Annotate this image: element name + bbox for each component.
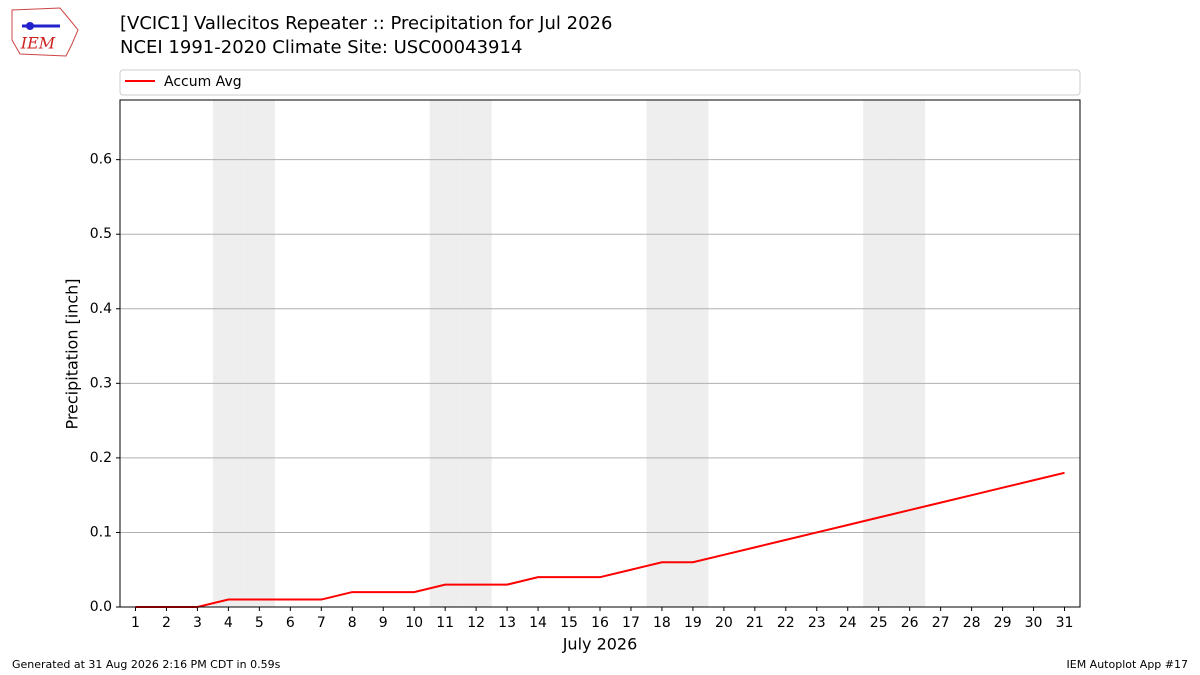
x-tick-label: 21 <box>746 615 764 631</box>
y-tick-label: 0.5 <box>90 226 112 242</box>
x-tick-label: 6 <box>286 615 295 631</box>
logo-text: IEM <box>20 34 56 53</box>
x-tick-label: 23 <box>808 615 826 631</box>
x-tick-label: 9 <box>379 615 388 631</box>
x-tick-label: 15 <box>560 615 578 631</box>
weekend-shade <box>677 100 709 607</box>
y-axis-label: Precipitation [inch] <box>63 278 82 429</box>
x-tick-label: 10 <box>405 615 423 631</box>
x-tick-label: 19 <box>684 615 702 631</box>
x-tick-label: 28 <box>963 615 981 631</box>
y-tick-label: 0.2 <box>90 450 112 466</box>
x-tick-label: 31 <box>1056 615 1074 631</box>
x-tick-label: 7 <box>317 615 326 631</box>
chart-subtitle: NCEI 1991-2020 Climate Site: USC00043914 <box>120 37 522 58</box>
x-tick-label: 11 <box>436 615 454 631</box>
weekend-shade <box>429 100 461 607</box>
weekend-shade <box>863 100 895 607</box>
x-tick-label: 8 <box>348 615 357 631</box>
weekend-shade <box>894 100 926 607</box>
x-tick-label: 20 <box>715 615 733 631</box>
x-tick-label: 12 <box>467 615 485 631</box>
x-tick-label: 29 <box>994 615 1012 631</box>
y-tick-label: 0.4 <box>90 301 112 317</box>
x-tick-label: 17 <box>622 615 640 631</box>
x-tick-label: 26 <box>901 615 919 631</box>
y-tick-label: 0.3 <box>90 375 112 391</box>
x-tick-label: 22 <box>777 615 795 631</box>
weekend-shade <box>646 100 678 607</box>
footer-right: IEM Autoplot App #17 <box>1067 658 1189 671</box>
legend-box <box>119 69 1081 96</box>
x-tick-label: 13 <box>498 615 516 631</box>
x-tick-label: 3 <box>193 615 202 631</box>
weekend-shade <box>243 100 275 607</box>
footer-left: Generated at 31 Aug 2026 2:16 PM CDT in … <box>12 658 281 671</box>
x-axis-label: July 2026 <box>562 635 638 654</box>
x-tick-label: 5 <box>255 615 264 631</box>
x-tick-label: 1 <box>131 615 140 631</box>
x-tick-label: 16 <box>591 615 609 631</box>
x-tick-label: 2 <box>162 615 171 631</box>
x-tick-label: 30 <box>1025 615 1043 631</box>
x-tick-label: 25 <box>870 615 888 631</box>
data-line <box>135 471 1065 608</box>
x-tick-label: 24 <box>839 615 857 631</box>
y-tick-label: 0.0 <box>90 599 112 615</box>
weekend-shade <box>460 100 492 607</box>
x-tick-label: 27 <box>932 615 950 631</box>
x-tick-label: 14 <box>529 615 547 631</box>
plot-frame <box>119 99 1081 608</box>
y-tick-label: 0.6 <box>90 152 112 168</box>
weekend-shade <box>212 100 244 607</box>
legend-label: Accum Avg <box>164 74 242 90</box>
x-tick-label: 4 <box>224 615 233 631</box>
x-tick-label: 18 <box>653 615 671 631</box>
chart-title: [VCIC1] Vallecitos Repeater :: Precipita… <box>120 13 612 34</box>
y-tick-label: 0.1 <box>90 524 112 540</box>
logo: IEM <box>11 7 79 57</box>
